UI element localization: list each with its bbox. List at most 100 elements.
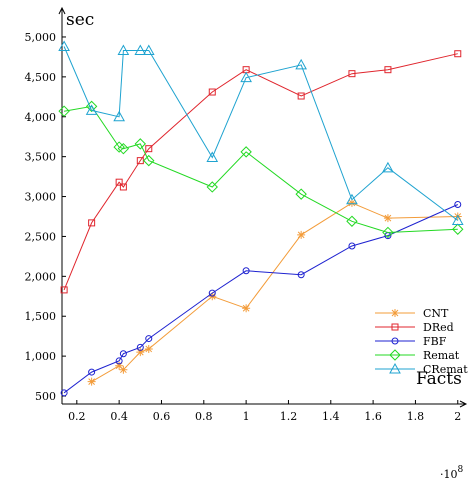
x-tick-label: 0.6: [153, 410, 171, 423]
x-tick-label: 0.2: [68, 410, 86, 423]
y-tick-label: 3,000: [25, 191, 57, 204]
data-point-cnt: [383, 214, 392, 223]
data-point-remat: [452, 223, 464, 235]
data-point-remat: [117, 142, 130, 155]
data-point-cnt: [136, 348, 145, 357]
legend-marker: [391, 323, 399, 331]
y-tick-label: 4,500: [25, 71, 57, 84]
y-tick-label: 500: [35, 390, 56, 403]
series-remat: [58, 100, 464, 239]
data-point-remat: [295, 188, 307, 200]
data-point-cremat: [117, 44, 130, 56]
data-point-cremat: [451, 214, 464, 225]
data-point-cnt: [144, 344, 153, 353]
y-tick-label: 5,000: [25, 31, 57, 44]
x-tick-label: 0.8: [195, 410, 213, 423]
series-layer: [58, 40, 464, 397]
data-point-dred: [297, 92, 305, 100]
legend-label: CRemat: [423, 363, 468, 376]
data-point-dred: [88, 219, 96, 227]
legend-label: Remat: [423, 349, 460, 362]
data-point-remat: [382, 226, 394, 239]
x-tick-label: 0.4: [110, 410, 128, 423]
series-fbf: [60, 201, 462, 397]
data-point-fbf: [348, 242, 356, 250]
data-point-dred: [60, 286, 68, 294]
data-point-dred: [115, 178, 123, 186]
x-tick-label: 1: [243, 410, 250, 423]
series-line-dred: [63, 53, 458, 291]
y-tick-label: 1,000: [25, 350, 57, 363]
y-tick-label: 1,500: [25, 310, 57, 323]
legend-item-fbf: FBF: [375, 335, 447, 348]
x-tick-label: 1.6: [364, 410, 382, 423]
legend-marker: [391, 337, 399, 345]
data-point-cnt: [347, 198, 356, 207]
data-point-cremat: [206, 151, 219, 162]
series-line-remat: [64, 105, 458, 234]
data-point-cremat: [142, 44, 155, 56]
data-point-fbf: [208, 289, 216, 297]
x-axis-title: Facts: [416, 369, 462, 389]
data-point-remat: [58, 105, 70, 117]
legend-label: CNT: [423, 307, 449, 320]
legend-item-cremat: CRemat: [375, 362, 468, 376]
legend-item-cnt: CNT: [375, 307, 449, 320]
x-tick-label: 1.8: [407, 410, 425, 423]
data-point-cremat: [134, 44, 147, 56]
series-line-cremat: [63, 46, 459, 221]
data-point-fbf: [60, 389, 68, 397]
x-multiplier-base: ·10: [440, 468, 458, 481]
x-axis-multiplier: ·108: [440, 465, 464, 481]
y-ticks: 500 1,000 1,500 2,000 2,500 3,000 3,500 4,000 4,…: [25, 31, 66, 403]
y-axis-arrowhead: [58, 6, 66, 15]
data-point-cnt: [115, 361, 124, 370]
legend-item-dred: DRed: [375, 321, 454, 334]
data-point-remat: [85, 100, 98, 113]
y-tick-label: 3,500: [25, 151, 57, 164]
series-line-fbf: [63, 204, 459, 394]
data-point-fbf: [454, 201, 462, 209]
data-point-fbf: [297, 271, 305, 279]
y-axis-title: sec: [66, 10, 94, 30]
series-cremat: [58, 40, 464, 225]
data-point-cremat: [346, 193, 358, 205]
data-point-fbf: [136, 343, 144, 351]
x-tick-label: 1.2: [280, 410, 298, 423]
data-point-remat: [143, 154, 155, 167]
data-point-fbf: [88, 368, 96, 376]
x-tick-label: 2: [454, 410, 461, 423]
data-point-cremat: [113, 110, 125, 122]
data-point-cremat: [295, 58, 308, 70]
data-point-remat: [113, 141, 125, 153]
data-point-fbf: [115, 357, 123, 365]
x-tick-label: 1.4: [322, 410, 340, 423]
data-point-dred: [454, 50, 462, 58]
axes: [58, 6, 468, 408]
y-tick-label: 4,000: [25, 111, 57, 124]
data-point-dred: [208, 88, 216, 96]
data-point-cnt: [119, 365, 128, 374]
x-axis-arrowhead: [459, 400, 468, 408]
legend-label: DRed: [423, 321, 454, 334]
data-point-fbf: [242, 267, 250, 275]
x-ticks: 0.2 0.4 0.6 0.8 1 1.2 1.4 1.6 1.8 2: [68, 400, 461, 423]
data-point-dred: [145, 145, 153, 153]
data-point-cremat: [382, 161, 394, 173]
data-point-dred: [384, 66, 392, 74]
data-point-remat: [206, 181, 218, 193]
data-point-cnt: [297, 230, 306, 239]
data-point-fbf: [145, 335, 153, 343]
x-multiplier-exponent: 8: [458, 465, 464, 475]
data-point-cremat: [240, 71, 252, 83]
data-point-fbf: [119, 350, 127, 358]
y-tick-label: 2,500: [25, 230, 57, 243]
data-point-cnt: [87, 377, 96, 386]
data-point-cremat: [85, 104, 98, 115]
legend-marker: [389, 362, 401, 374]
data-point-dred: [119, 183, 127, 191]
series-cnt: [87, 198, 462, 386]
data-point-remat: [346, 215, 358, 227]
